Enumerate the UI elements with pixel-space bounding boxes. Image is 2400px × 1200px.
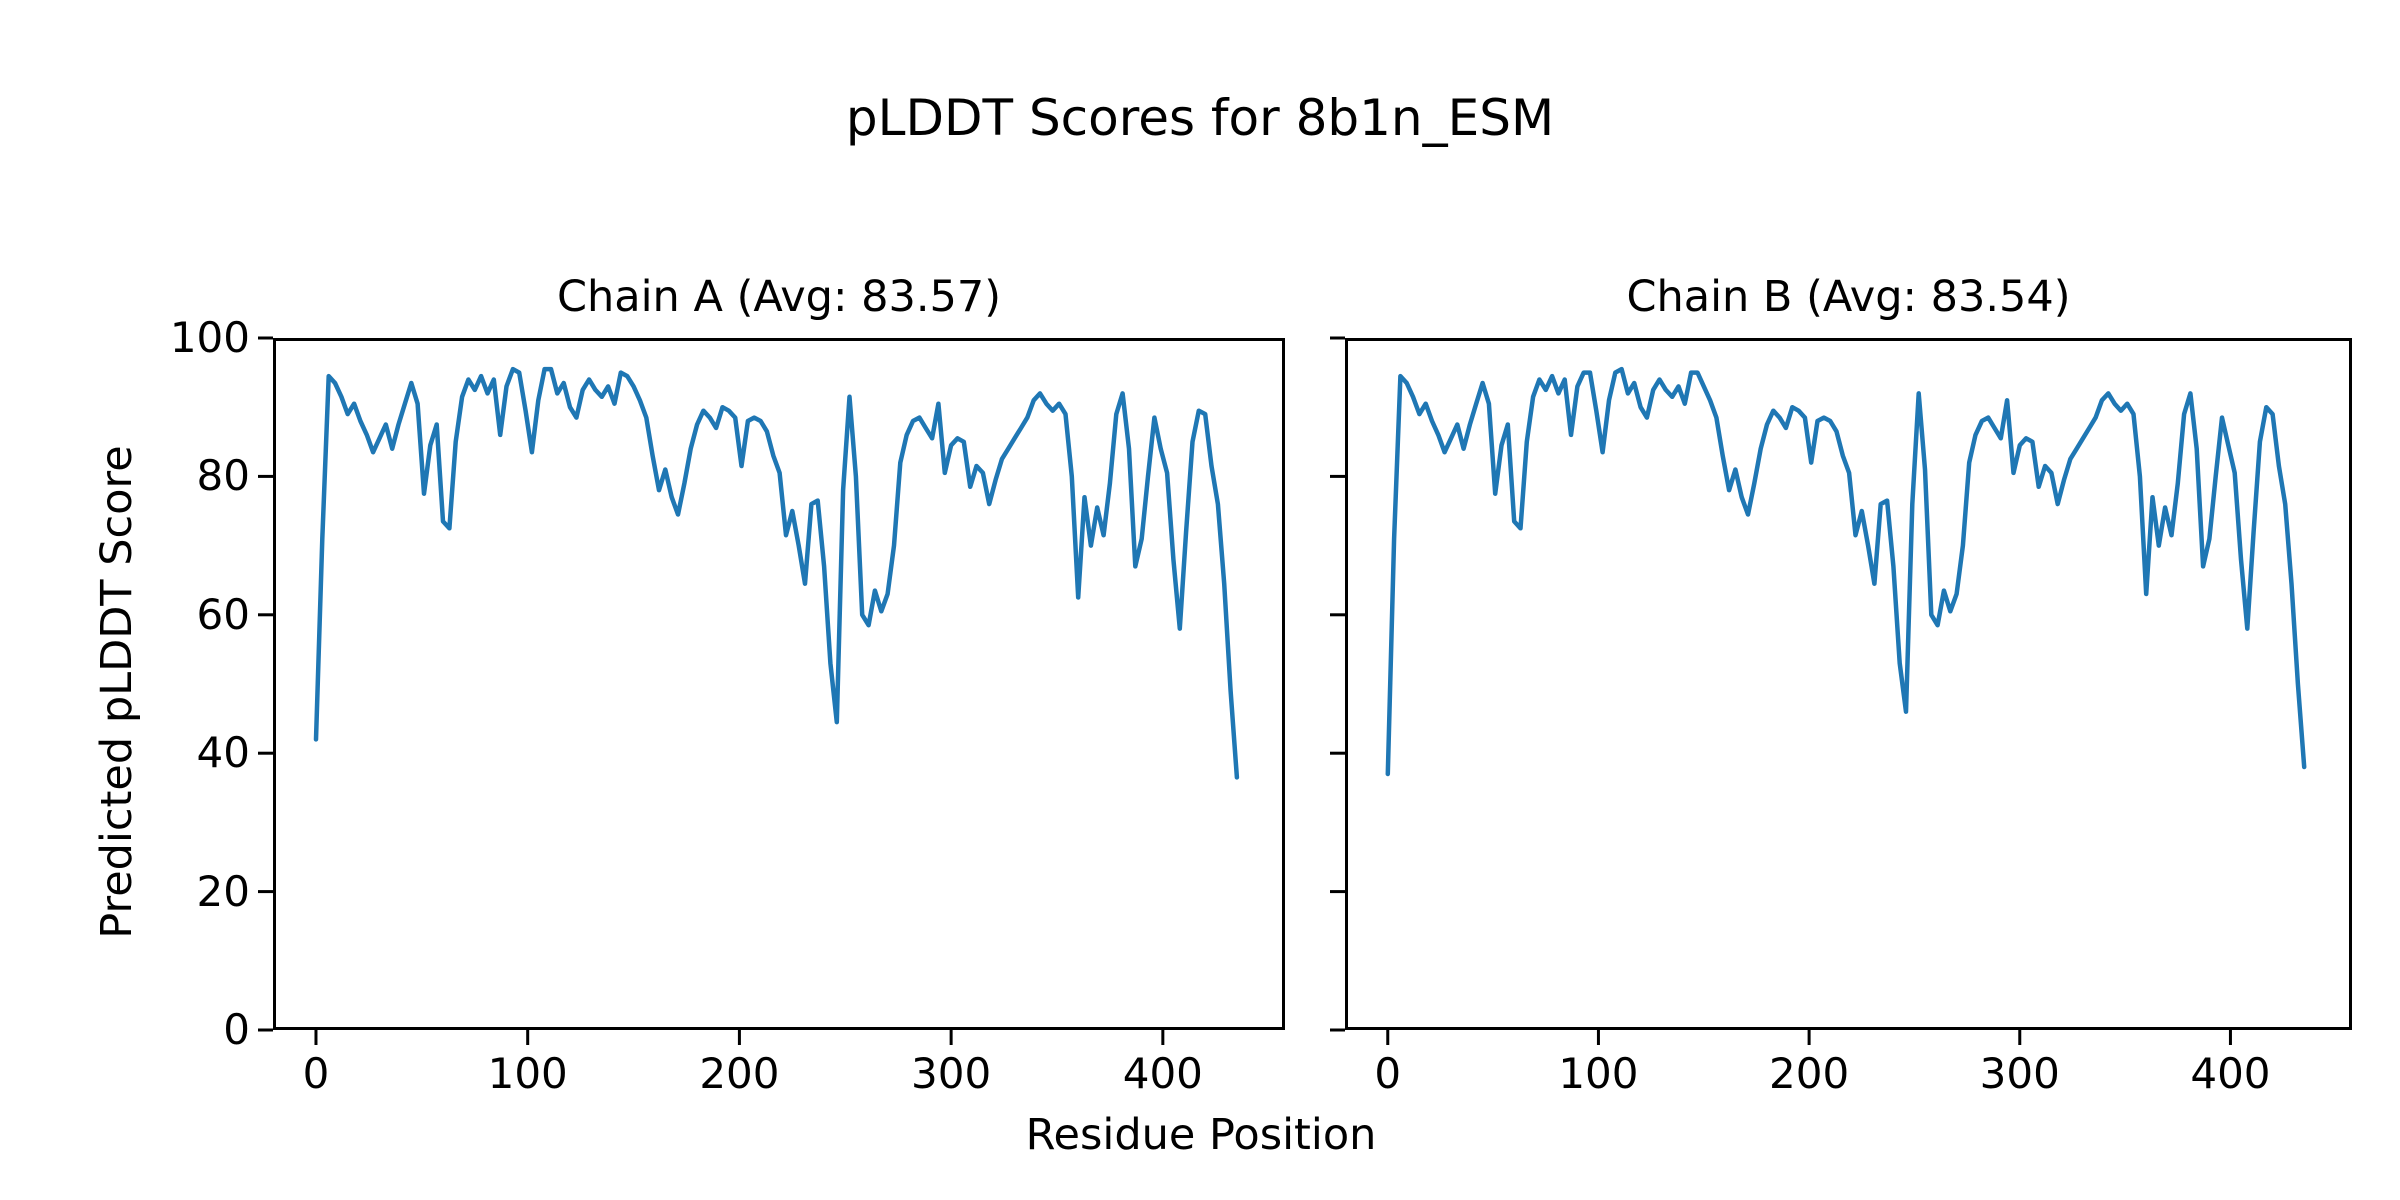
chain-b-plot xyxy=(1330,336,2352,1045)
x-tick-label: 400 xyxy=(1122,1049,1203,1098)
plot-frame xyxy=(273,338,1285,1030)
figure-title: pLDDT Scores for 8b1n_ESM xyxy=(845,89,1555,147)
y-tick-label: 100 xyxy=(169,313,250,362)
y-axis-label: Predicted pLDDT Score xyxy=(92,445,143,939)
x-tick-label: 200 xyxy=(1769,1049,1850,1098)
x-axis-label: Residue Position xyxy=(1025,1110,1377,1160)
chain-b-title: Chain B (Avg: 83.54) xyxy=(1626,272,2071,322)
x-tick-label: 0 xyxy=(302,1049,330,1098)
y-tick-label: 40 xyxy=(196,728,250,778)
x-tick-label: 300 xyxy=(1979,1049,2060,1098)
x-tick-label: 400 xyxy=(2190,1049,2271,1098)
y-tick-label: 20 xyxy=(196,866,250,916)
x-tick-label: 100 xyxy=(487,1049,568,1098)
chain-a-line xyxy=(313,366,1240,780)
x-tick-label: 200 xyxy=(699,1049,780,1098)
chain-a-title: Chain A (Avg: 83.57) xyxy=(556,272,1002,322)
x-tick-label: 300 xyxy=(911,1049,992,1098)
chain-b-line xyxy=(1385,366,2307,777)
chain-a-plot xyxy=(258,336,1285,1045)
x-tick-label: 0 xyxy=(1374,1049,1402,1098)
x-tick-label: 100 xyxy=(1558,1049,1639,1098)
y-tick-label: 0 xyxy=(223,1005,250,1054)
y-tick-label: 80 xyxy=(196,451,250,501)
plot-frame xyxy=(1345,338,2352,1030)
y-tick-label: 60 xyxy=(196,589,250,639)
